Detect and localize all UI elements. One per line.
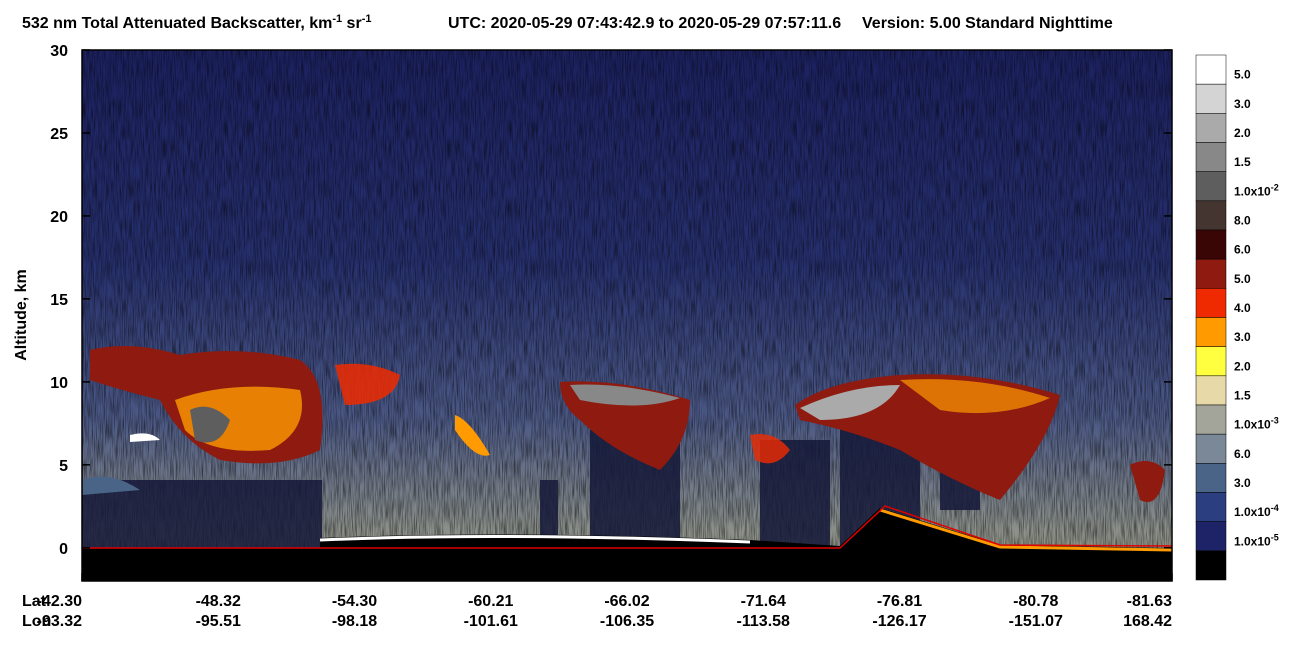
colorbar-swatch — [1195, 492, 1227, 522]
colorbar-swatch — [1195, 433, 1227, 464]
colorbar-swatch — [1195, 346, 1227, 377]
colorbar-swatch — [1195, 521, 1227, 552]
lat-tick-label: -60.21 — [468, 593, 513, 610]
colorbar-label: 1.0x10-4 — [1234, 503, 1279, 519]
y-tick-label: 10 — [50, 375, 68, 392]
colorbar-label: 1.0x10-3 — [1234, 416, 1279, 432]
colorbar-swatch — [1195, 463, 1227, 493]
colorbar-label: 4.0 — [1234, 301, 1251, 315]
y-tick-label: 25 — [50, 126, 68, 143]
colorbar-swatch — [1195, 258, 1227, 289]
colorbar-label: 1.0x10-2 — [1234, 182, 1279, 198]
colorbar-label-text: 1.0x10 — [1234, 505, 1271, 519]
colorbar-label: 6.0 — [1234, 447, 1251, 461]
lon-tick-label: -151.07 — [1009, 613, 1063, 630]
colorbar-label: 5.0 — [1234, 68, 1251, 82]
version: Version: 5.00 Standard Nighttime — [862, 15, 1113, 32]
lon-tick-label: -113.58 — [737, 613, 790, 630]
lat-tick-label: -81.63 — [1127, 593, 1172, 610]
lat-tick-label: -48.32 — [196, 593, 241, 610]
lon-tick-label: -101.61 — [464, 613, 518, 630]
colorbar-label: 5.0 — [1234, 272, 1251, 286]
chart-title: 532 nm Total Attenuated Backscatter, km-… — [22, 13, 371, 32]
colorbar-label-text: 3.0 — [1234, 97, 1251, 111]
colorbar-swatch — [1195, 113, 1227, 143]
plot-area — [81, 49, 1173, 582]
lon-tick-label: -126.17 — [872, 613, 926, 630]
surface-return — [319, 534, 751, 544]
y-axis-label: Altitude, km — [13, 269, 30, 361]
ground — [82, 508, 1172, 581]
colorbar-swatch — [1195, 550, 1227, 581]
colorbar-label-sup: -2 — [1271, 182, 1279, 192]
lon-tick-label: -95.51 — [196, 613, 241, 630]
colorbar-label-text: 1.0x10 — [1234, 184, 1271, 198]
y-tick-label: 5 — [59, 458, 68, 475]
lon-tick-label: -93.32 — [37, 613, 82, 630]
colorbar-swatch — [1195, 83, 1227, 114]
colorbar-swatch — [1195, 404, 1227, 435]
colorbar-swatch — [1195, 317, 1227, 347]
lat-tick-label: -71.64 — [741, 593, 786, 610]
lon-label: Lon — [22, 613, 51, 630]
lat-tick-label: -54.30 — [332, 593, 377, 610]
title-sup: -1 — [362, 13, 372, 25]
colorbar-label-sup: -5 — [1271, 532, 1279, 542]
colorbar-label: 1.0x10-5 — [1234, 532, 1279, 548]
colorbar-label-sup: -4 — [1271, 503, 1279, 513]
colorbar-label: 1.5 — [1234, 388, 1251, 402]
colorbar-label-text: 6.0 — [1234, 447, 1251, 461]
colorbar-swatch — [1195, 375, 1227, 406]
colorbar-label: 2.0 — [1234, 126, 1251, 140]
colorbar-swatch — [1195, 171, 1227, 202]
lon-tick-label: -106.35 — [600, 613, 654, 630]
colorbar-label-text: 3.0 — [1234, 476, 1251, 490]
lat-tick-label: -80.78 — [1013, 593, 1058, 610]
colorbar-label-text: 5.0 — [1234, 68, 1251, 82]
y-tick-label: 15 — [50, 292, 68, 309]
lat-label: Lat — [22, 593, 47, 610]
y-tick-label: 20 — [50, 209, 68, 226]
utc-range: UTC: 2020-05-29 07:43:42.9 to 2020-05-29… — [448, 15, 841, 32]
lat-tick-label: -66.02 — [604, 593, 649, 610]
y-tick-label: 0 — [59, 541, 68, 558]
colorbar-label-text: 4.0 — [1234, 301, 1251, 315]
lat-tick-label: -76.81 — [877, 593, 922, 610]
colorbar-label: 3.0 — [1234, 97, 1251, 111]
colorbar-label-text: 1.0x10 — [1234, 418, 1271, 432]
lon-tick-label: -98.18 — [332, 613, 377, 630]
colorbar-label-text: 8.0 — [1234, 213, 1251, 227]
colorbar-label-text: 2.0 — [1234, 126, 1251, 140]
colorbar-label: 3.0 — [1234, 330, 1251, 344]
colorbar-swatch — [1195, 229, 1227, 260]
colorbar-label-text: 2.0 — [1234, 359, 1251, 373]
colorbar-label-text: 5.0 — [1234, 272, 1251, 286]
colorbar-label-sup: -3 — [1271, 416, 1279, 426]
colorbar-swatch — [1195, 142, 1227, 172]
colorbar-label: 3.0 — [1234, 476, 1251, 490]
colorbar-label: 1.5 — [1234, 155, 1251, 169]
title-text: 532 nm Total Attenuated Backscatter, km — [22, 15, 332, 32]
lon-tick-label: 168.42 — [1123, 613, 1172, 630]
colorbar-swatch — [1195, 200, 1227, 231]
clouds — [82, 346, 1165, 502]
colorbar-label-text: 1.5 — [1234, 155, 1251, 169]
colorbar-label: 6.0 — [1234, 243, 1251, 257]
colorbar-label: 2.0 — [1234, 359, 1251, 373]
colorbar-label-text: 3.0 — [1234, 330, 1251, 344]
title-text: sr — [342, 15, 362, 32]
surface-return — [879, 508, 1173, 552]
colorbar-label-text: 1.5 — [1234, 388, 1251, 402]
title-sup: -1 — [332, 13, 342, 25]
surface-elevation — [82, 505, 1173, 549]
colorbar-swatch — [1195, 288, 1227, 318]
colorbar-swatch — [1195, 54, 1227, 85]
colorbar-label-text: 6.0 — [1234, 243, 1251, 257]
y-tick-label: 30 — [50, 43, 68, 60]
colorbar-label-text: 1.0x10 — [1234, 534, 1271, 548]
lat-tick-label: -42.30 — [37, 593, 82, 610]
colorbar-label: 8.0 — [1234, 213, 1251, 227]
